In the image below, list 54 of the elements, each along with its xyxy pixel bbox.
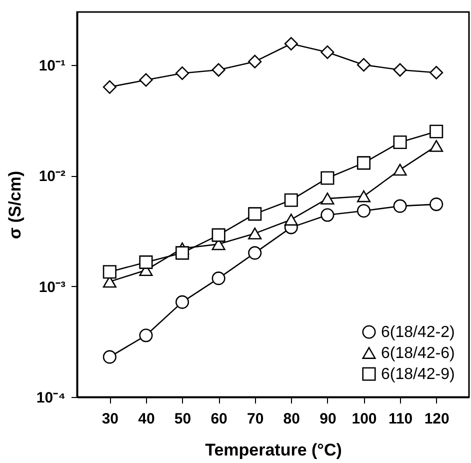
point xyxy=(393,63,407,77)
point xyxy=(430,140,444,152)
point xyxy=(102,265,116,279)
point xyxy=(430,124,444,138)
point xyxy=(139,73,153,87)
point xyxy=(320,208,334,222)
x-tick-label: 90 xyxy=(320,410,336,428)
legend-label: 6(18/42-2) xyxy=(381,324,455,341)
x-tick-label: 40 xyxy=(138,410,155,428)
point xyxy=(248,246,262,260)
y-axis-title: σ (S/cm) xyxy=(5,170,24,240)
x-tick-label: 80 xyxy=(283,410,300,428)
x-axis-title: Temperature (°C) xyxy=(205,440,342,460)
legend-label: 6(18/42-9) xyxy=(381,366,455,383)
point xyxy=(284,214,298,226)
x-tick-label: 60 xyxy=(210,410,228,428)
y-tick-label: 10⁻¹ xyxy=(38,57,66,74)
point xyxy=(393,135,407,149)
x-tick-label: 120 xyxy=(424,410,450,428)
legend-label: 6(18/42-6) xyxy=(381,345,455,362)
point xyxy=(175,66,190,80)
point xyxy=(284,193,298,207)
point xyxy=(430,198,444,212)
point xyxy=(102,350,116,364)
x-tick-label: 50 xyxy=(174,410,192,428)
x-tick-label: 100 xyxy=(352,410,377,428)
point xyxy=(356,190,371,202)
point xyxy=(139,255,153,269)
point xyxy=(356,156,371,170)
point xyxy=(212,63,226,77)
point xyxy=(248,207,262,221)
point xyxy=(212,272,226,286)
point xyxy=(356,58,371,72)
point xyxy=(102,80,116,94)
point xyxy=(393,199,407,213)
x-tick-label: 30 xyxy=(102,410,119,428)
point xyxy=(284,36,298,51)
point xyxy=(320,192,334,204)
x-tick-label: 70 xyxy=(247,410,264,428)
point xyxy=(356,204,371,218)
y-tick-label: 10⁻⁴ xyxy=(36,390,66,406)
point xyxy=(139,328,153,342)
y-tick-label: 10⁻² xyxy=(38,168,66,186)
point xyxy=(430,66,444,80)
point xyxy=(248,54,262,68)
point xyxy=(212,228,226,242)
point xyxy=(175,295,190,309)
point xyxy=(248,227,262,240)
point xyxy=(393,164,407,176)
point xyxy=(320,171,334,185)
point xyxy=(175,246,190,260)
point xyxy=(320,45,334,59)
x-tick-label: 110 xyxy=(388,410,413,428)
y-tick-label: 10⁻³ xyxy=(38,278,66,296)
